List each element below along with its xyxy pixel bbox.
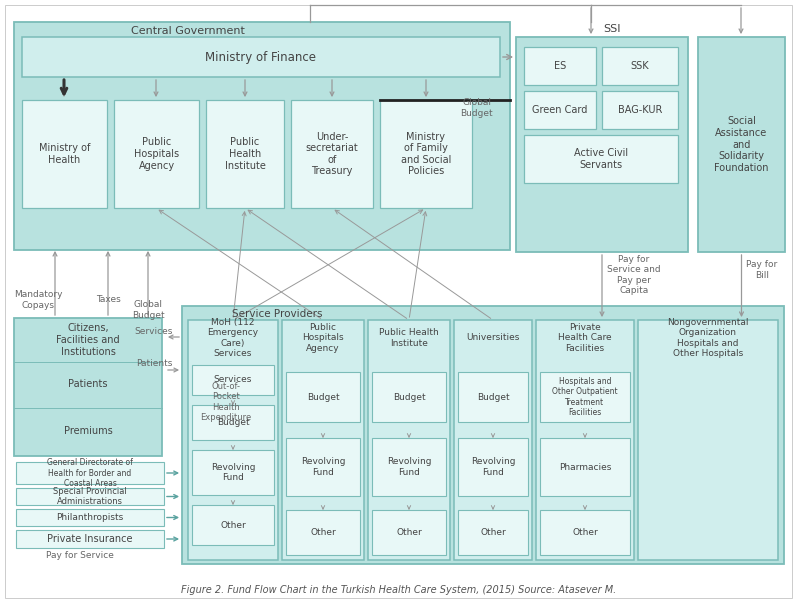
Text: Pay for
Service and
Pay per
Capita: Pay for Service and Pay per Capita <box>607 255 661 295</box>
Text: Budget: Budget <box>307 393 340 402</box>
Bar <box>602 47 678 85</box>
Bar <box>192 450 274 495</box>
Text: Other: Other <box>310 528 336 537</box>
Bar <box>516 37 688 252</box>
Text: Budget: Budget <box>477 393 509 402</box>
Bar <box>14 318 162 456</box>
Bar <box>286 372 360 422</box>
Text: Global
Budget: Global Budget <box>132 301 164 320</box>
Text: Global
Budget: Global Budget <box>461 98 493 118</box>
Text: Pay for Service: Pay for Service <box>46 550 114 559</box>
Text: Services: Services <box>214 376 252 384</box>
Text: Active Civil
Servants: Active Civil Servants <box>574 148 628 170</box>
Text: Public
Hospitals
Agency: Public Hospitals Agency <box>134 138 179 171</box>
Text: BAG-KUR: BAG-KUR <box>618 105 662 115</box>
Text: General Directorate of
Health for Border and
Coastal Areas: General Directorate of Health for Border… <box>47 458 133 488</box>
Bar <box>16 462 164 484</box>
Bar <box>16 509 164 526</box>
Text: Mandatory
Copays: Mandatory Copays <box>14 290 62 310</box>
Text: Public
Hospitals
Agency: Public Hospitals Agency <box>302 323 344 353</box>
Text: Ministry
of Family
and Social
Policies: Ministry of Family and Social Policies <box>401 132 451 176</box>
Bar <box>458 510 528 555</box>
Text: Public Health
Institute: Public Health Institute <box>379 328 439 348</box>
Bar <box>192 405 274 440</box>
Bar <box>22 100 107 208</box>
Text: Revolving
Fund: Revolving Fund <box>300 458 345 477</box>
Bar <box>524 47 596 85</box>
Text: Other: Other <box>480 528 506 537</box>
Bar <box>16 530 164 548</box>
Text: Central Government: Central Government <box>131 26 245 36</box>
Bar <box>458 372 528 422</box>
Text: Private
Health Care
Facilities: Private Health Care Facilities <box>558 323 612 353</box>
Text: Green Card: Green Card <box>532 105 587 115</box>
Text: MoH (112
Emergency
Care)
Services: MoH (112 Emergency Care) Services <box>207 318 258 358</box>
Text: Citizens,
Facilities and
Institutions: Citizens, Facilities and Institutions <box>56 324 120 356</box>
Text: Taxes: Taxes <box>96 296 120 304</box>
Bar <box>192 365 274 395</box>
Bar <box>454 320 532 560</box>
Bar <box>206 100 284 208</box>
Text: Budget: Budget <box>393 393 426 402</box>
Text: ES: ES <box>554 61 566 71</box>
Bar <box>291 100 373 208</box>
Bar <box>602 91 678 129</box>
Bar <box>114 100 199 208</box>
Bar <box>286 438 360 496</box>
Text: Ministry of Finance: Ministry of Finance <box>206 50 316 64</box>
Text: Hospitals and
Other Outpatient
Treatment
Facilities: Hospitals and Other Outpatient Treatment… <box>552 377 618 417</box>
Bar <box>22 37 500 77</box>
Text: Pharmacies: Pharmacies <box>559 462 611 471</box>
Text: Figure 2. Fund Flow Chart in the Turkish Health Care System, (2015) Source: Atas: Figure 2. Fund Flow Chart in the Turkish… <box>181 585 616 595</box>
Bar <box>372 510 446 555</box>
Bar <box>524 91 596 129</box>
Bar <box>192 505 274 545</box>
Text: Social
Assistance
and
Solidarity
Foundation: Social Assistance and Solidarity Foundat… <box>714 116 769 173</box>
Text: Special Provincial
Administrations: Special Provincial Administrations <box>53 487 127 506</box>
Bar <box>372 438 446 496</box>
Text: Universities: Universities <box>466 333 520 342</box>
Text: Private Insurance: Private Insurance <box>47 534 133 544</box>
Bar <box>458 438 528 496</box>
Text: Budget: Budget <box>217 418 249 427</box>
Text: SSK: SSK <box>630 61 650 71</box>
Bar <box>286 510 360 555</box>
Text: Out-of-
Pocket
Health
Expenditure: Out-of- Pocket Health Expenditure <box>200 382 251 422</box>
Bar <box>282 320 364 560</box>
Text: SSI: SSI <box>603 24 621 34</box>
Text: Revolving
Fund: Revolving Fund <box>210 463 255 482</box>
Text: Services: Services <box>135 327 173 336</box>
Bar <box>698 37 785 252</box>
Bar <box>540 372 630 422</box>
Text: Ministry of
Health: Ministry of Health <box>39 143 90 165</box>
Text: Premiums: Premiums <box>64 426 112 436</box>
Bar <box>536 320 634 560</box>
Bar <box>638 320 778 560</box>
Text: Other: Other <box>572 528 598 537</box>
Bar <box>524 135 678 183</box>
Text: Philanthropists: Philanthropists <box>57 513 124 522</box>
Text: Pay for
Bill: Pay for Bill <box>747 261 778 280</box>
Text: Revolving
Fund: Revolving Fund <box>471 458 515 477</box>
Text: Other: Other <box>396 528 422 537</box>
Bar <box>540 510 630 555</box>
Text: Service Providers: Service Providers <box>232 309 322 319</box>
Bar <box>540 438 630 496</box>
Text: Other: Other <box>220 521 246 530</box>
Bar <box>188 320 278 560</box>
Text: Nongovernmental
Organization
Hospitals and
Other Hospitals: Nongovernmental Organization Hospitals a… <box>667 318 748 358</box>
Text: Patients: Patients <box>69 379 108 389</box>
Bar <box>182 306 784 564</box>
Bar <box>16 488 164 505</box>
Bar <box>372 372 446 422</box>
Bar <box>368 320 450 560</box>
Text: Under-
secretariat
of
Treasury: Under- secretariat of Treasury <box>305 132 359 176</box>
Bar <box>14 22 510 250</box>
Text: Patients: Patients <box>136 359 173 367</box>
Bar <box>380 100 472 208</box>
Text: Revolving
Fund: Revolving Fund <box>387 458 431 477</box>
Text: Public
Health
Institute: Public Health Institute <box>225 138 265 171</box>
